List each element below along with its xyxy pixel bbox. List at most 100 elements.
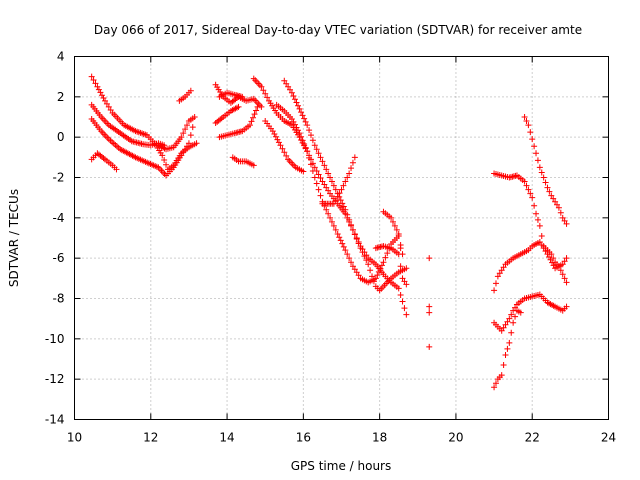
data-point (113, 166, 120, 173)
x-tick-label: 24 (601, 431, 616, 445)
x-tick-label: 12 (143, 431, 158, 445)
data-point (349, 263, 356, 270)
data-point (500, 264, 507, 271)
data-point (299, 137, 306, 144)
series-track-i (212, 103, 242, 127)
data-point (399, 298, 406, 305)
data-point (363, 257, 370, 264)
data-point (561, 275, 568, 282)
data-point (334, 230, 341, 237)
data-point (544, 184, 551, 191)
data-point (98, 92, 105, 99)
data-point (291, 121, 298, 128)
data-point (313, 180, 320, 187)
data-point (491, 384, 498, 391)
series-track-k (229, 154, 257, 169)
series-track-e (155, 114, 198, 153)
data-point (529, 136, 536, 143)
data-point (185, 140, 192, 147)
data-point (315, 171, 322, 178)
data-point (426, 343, 433, 350)
data-point (189, 124, 196, 131)
data-point (159, 152, 166, 159)
y-tick-label: -12 (45, 372, 65, 386)
data-point (540, 245, 547, 252)
data-point (491, 287, 498, 294)
data-point (325, 170, 332, 177)
series-track-m (281, 77, 410, 294)
data-point (298, 133, 305, 140)
data-point (351, 154, 358, 161)
y-tick-labels: -14 -12 -10 -8 -6 -4 -2 0 2 4 (45, 50, 65, 427)
data-point (287, 86, 294, 93)
data-point (299, 112, 306, 119)
series-track-x (491, 307, 524, 391)
data-point (317, 154, 324, 161)
series-track-o (262, 118, 307, 175)
series-track-j (216, 103, 261, 141)
data-point (395, 251, 402, 258)
data-point (275, 139, 282, 146)
data-point (338, 186, 345, 193)
data-point (336, 234, 343, 241)
data-point (102, 97, 109, 104)
data-point (178, 152, 185, 159)
data-point (258, 83, 265, 90)
data-point (521, 178, 528, 185)
data-point (498, 267, 505, 274)
data-point (309, 167, 316, 174)
data-point (92, 80, 99, 87)
data-point (319, 158, 326, 165)
data-point (254, 103, 261, 110)
series-track-s (426, 255, 433, 350)
data-point (348, 165, 355, 172)
plot-frame (74, 56, 609, 420)
data-point (426, 255, 433, 262)
x-tick-label: 16 (296, 431, 311, 445)
data-point (349, 226, 356, 233)
data-point (353, 236, 360, 243)
data-point (342, 247, 349, 254)
data-point (339, 200, 346, 207)
data-point (542, 248, 549, 255)
data-point (100, 95, 107, 102)
data-point (563, 255, 570, 262)
data-point (401, 305, 408, 312)
data-point (533, 150, 540, 157)
data-point (357, 245, 364, 252)
x-tick-label: 18 (372, 431, 387, 445)
data-point (353, 269, 360, 276)
data-point (391, 222, 398, 229)
data-point (504, 318, 511, 325)
data-point (184, 143, 191, 150)
data-point (540, 174, 547, 181)
axis-ticks (74, 56, 609, 420)
x-tick-label: 20 (448, 431, 463, 445)
data-point (388, 214, 395, 221)
y-axis-label: SDTVAR / TECUs (7, 189, 21, 287)
data-point (555, 204, 562, 211)
data-point (377, 265, 384, 272)
data-point (182, 146, 189, 153)
data-point (529, 194, 536, 201)
data-point (542, 179, 549, 186)
y-tick-label: -6 (53, 251, 65, 265)
data-point (319, 178, 326, 185)
data-point (317, 192, 324, 199)
series-track-h (216, 89, 246, 100)
data-point (536, 164, 543, 171)
data-point (272, 133, 279, 140)
data-point (546, 188, 553, 195)
data-point (525, 122, 532, 129)
data-point (235, 103, 242, 110)
data-point (395, 230, 402, 237)
y-tick-label: 0 (57, 130, 65, 144)
data-point (346, 170, 353, 177)
data-point (374, 272, 381, 279)
data-point (313, 146, 320, 153)
data-point (557, 209, 564, 216)
data-point (315, 186, 322, 193)
data-point (285, 83, 292, 90)
data-point (346, 255, 353, 262)
